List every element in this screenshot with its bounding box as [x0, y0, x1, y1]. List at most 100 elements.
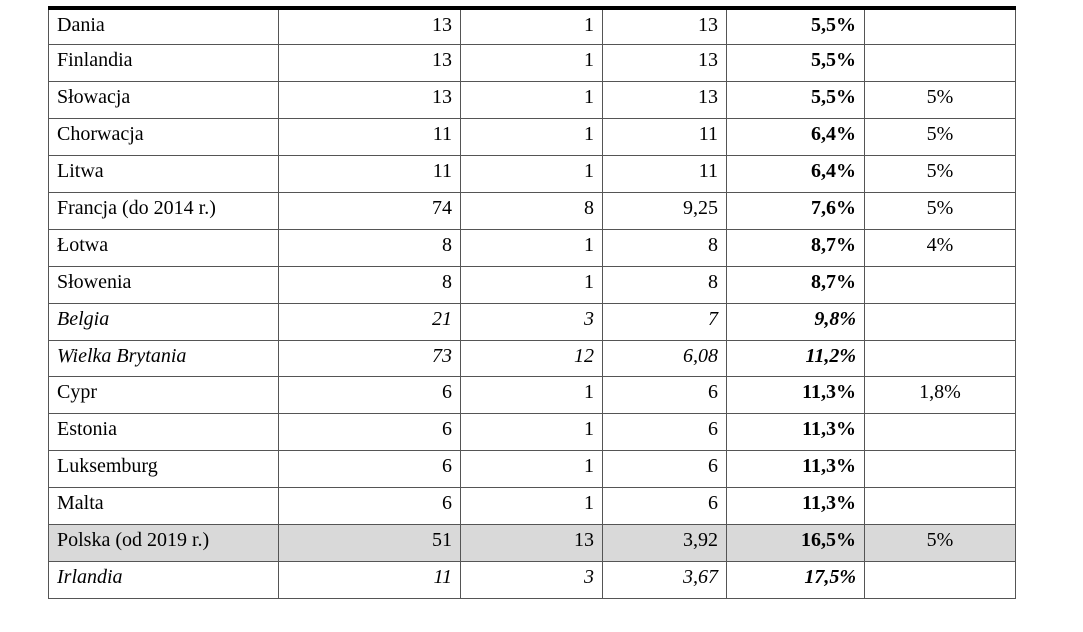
- table-cell: 6: [278, 413, 461, 452]
- table-cell: Belgia: [48, 302, 279, 341]
- table-cell: 5%: [864, 523, 1016, 562]
- table-cell: 1: [460, 265, 603, 304]
- table-cell: 13: [602, 44, 727, 83]
- table-cell: Cypr: [48, 376, 279, 415]
- table-cell: Malta: [48, 487, 279, 525]
- table-cell: 7,6%: [726, 191, 865, 230]
- table-cell: 51: [278, 523, 461, 562]
- table-cell: [864, 450, 1016, 489]
- table-cell: 1: [460, 81, 603, 120]
- table-cell: 11,3%: [726, 413, 865, 452]
- table-cell: 3: [460, 560, 603, 599]
- table-row: Litwa 11 1 11 6,4% 5%: [48, 155, 1016, 193]
- table-cell: [864, 7, 1016, 46]
- table-cell: 12: [460, 339, 603, 378]
- table-cell: 13: [460, 523, 603, 562]
- table-cell: 8: [278, 265, 461, 304]
- table-cell: Polska (od 2019 r.): [48, 523, 279, 562]
- table-cell: 11,3%: [726, 376, 865, 415]
- table-cell: Irlandia: [48, 560, 279, 599]
- table-cell: 5%: [864, 191, 1016, 230]
- table-cell: 16,5%: [726, 523, 865, 562]
- table-cell: [864, 413, 1016, 452]
- table-cell: Wielka Brytania: [48, 339, 279, 378]
- table-cell: 1: [460, 413, 603, 452]
- table-cell: 7: [602, 302, 727, 341]
- table-cell: 5,5%: [726, 7, 865, 46]
- table-cell: 5%: [864, 155, 1016, 193]
- table-row: Polska (od 2019 r.) 51 13 3,92 16,5% 5%: [48, 523, 1016, 562]
- table-cell: 5,5%: [726, 44, 865, 83]
- table-cell: Luksemburg: [48, 450, 279, 489]
- table-cell: 11: [278, 560, 461, 599]
- table-cell: 11: [602, 155, 727, 193]
- table-cell: Litwa: [48, 155, 279, 193]
- table-cell: 5%: [864, 81, 1016, 120]
- table-row: Dania 13 1 13 5,5%: [48, 7, 1016, 46]
- table-cell: 1: [460, 487, 603, 525]
- table-cell: 1: [460, 228, 603, 267]
- table-cell: [864, 44, 1016, 83]
- table-cell: 3,92: [602, 523, 727, 562]
- table-cell: 6,4%: [726, 155, 865, 193]
- table-cell: 3: [460, 302, 603, 341]
- table-cell: 8: [278, 228, 461, 267]
- table-row: Irlandia 11 3 3,67 17,5%: [48, 560, 1016, 599]
- table-cell: 5,5%: [726, 81, 865, 120]
- table-cell: 4%: [864, 228, 1016, 267]
- table-cell: 1: [460, 44, 603, 83]
- table-cell: 9,8%: [726, 302, 865, 341]
- table-cell: 6: [602, 413, 727, 452]
- table-row: Łotwa 8 1 8 8,7% 4%: [48, 228, 1016, 267]
- table-cell: 9,25: [602, 191, 727, 230]
- table-row: Chorwacja 11 1 11 6,4% 5%: [48, 118, 1016, 157]
- table-cell: 1: [460, 155, 603, 193]
- table-cell: 8,7%: [726, 265, 865, 304]
- table-cell: Słowenia: [48, 265, 279, 304]
- table-cell: 11: [278, 118, 461, 157]
- table-cell: 6,08: [602, 339, 727, 378]
- table-cell: 11,2%: [726, 339, 865, 378]
- table-cell: 1: [460, 376, 603, 415]
- table-cell: 73: [278, 339, 461, 378]
- table-cell: [864, 339, 1016, 378]
- table-cell: 11,3%: [726, 450, 865, 489]
- table-cell: 5%: [864, 118, 1016, 157]
- table-cell: 1: [460, 118, 603, 157]
- table-body: Dania 13 1 13 5,5% Finlandia 13 1 13 5,5% Słowacja…: [48, 7, 1016, 599]
- table-cell: Łotwa: [48, 228, 279, 267]
- table-cell: 21: [278, 302, 461, 341]
- table-cell: 8: [602, 265, 727, 304]
- table-row: Francja (do 2014 r.) 74 8 9,25 7,6% 5%: [48, 191, 1016, 230]
- table-cell: 8: [460, 191, 603, 230]
- table-cell: 1,8%: [864, 376, 1016, 415]
- table-cell: 8,7%: [726, 228, 865, 267]
- table-cell: 11,3%: [726, 487, 865, 525]
- table-cell: 74: [278, 191, 461, 230]
- table-cell: 6: [602, 450, 727, 489]
- table-cell: 3,67: [602, 560, 727, 599]
- table-row: Malta 6 1 6 11,3%: [48, 487, 1016, 525]
- table-row: Belgia 21 3 7 9,8%: [48, 302, 1016, 341]
- table-row: Wielka Brytania 73 12 6,08 11,2%: [48, 339, 1016, 378]
- table-cell: Finlandia: [48, 44, 279, 83]
- table-cell: Dania: [48, 7, 279, 46]
- table-cell: 6: [602, 376, 727, 415]
- table-cell: 6: [278, 376, 461, 415]
- table-cell: 8: [602, 228, 727, 267]
- table-cell: [864, 265, 1016, 304]
- table-cell: 1: [460, 450, 603, 489]
- table-cell: [864, 487, 1016, 525]
- table-cell: 11: [602, 118, 727, 157]
- table-cell: Chorwacja: [48, 118, 279, 157]
- table-row: Cypr 6 1 6 11,3% 1,8%: [48, 376, 1016, 415]
- table-row: Luksemburg 6 1 6 11,3%: [48, 450, 1016, 489]
- table-cell: 11: [278, 155, 461, 193]
- table-cell: 6: [602, 487, 727, 525]
- table-cell: 6: [278, 450, 461, 489]
- table-cell: Estonia: [48, 413, 279, 452]
- table-cell: [864, 560, 1016, 599]
- table-row: Estonia 6 1 6 11,3%: [48, 413, 1016, 452]
- table-cell: 13: [602, 7, 727, 46]
